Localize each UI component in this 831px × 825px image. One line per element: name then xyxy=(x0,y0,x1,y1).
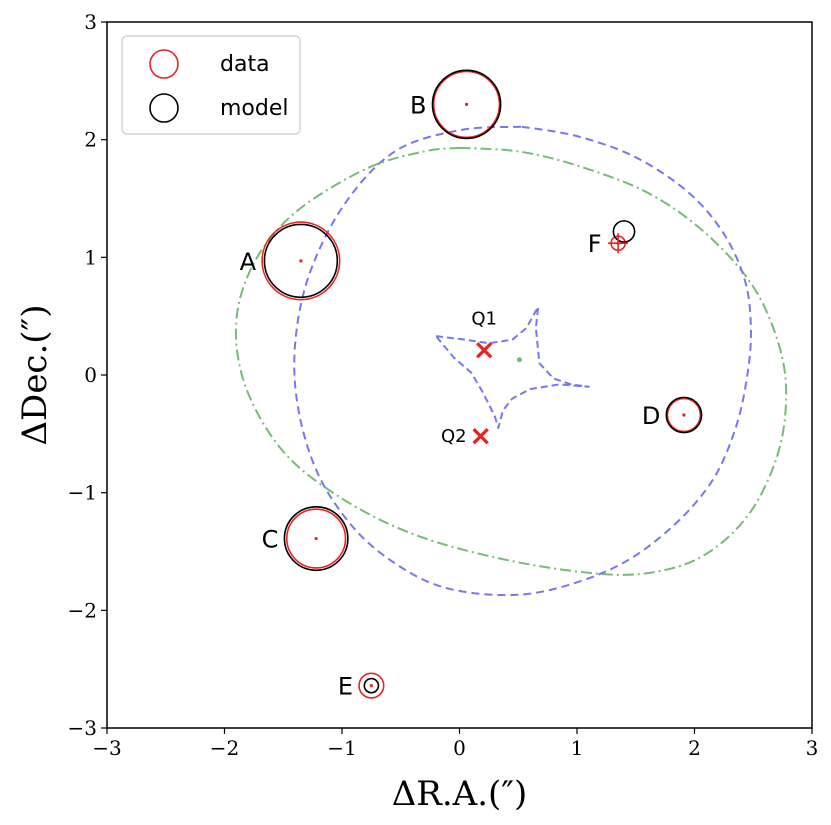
image-B-model-circle xyxy=(431,69,502,140)
image-A-data-circle xyxy=(261,221,341,301)
x-tick-label: −1 xyxy=(327,736,356,760)
image-D-model-circle xyxy=(665,396,703,434)
source-label-Q2: Q2 xyxy=(441,426,467,447)
legend-marker-model xyxy=(149,93,179,123)
image-C-data-circle xyxy=(285,508,347,569)
marks-layer: A B C D E F Q1 Q2 xyxy=(240,69,703,701)
source-Q1-marker-b xyxy=(476,342,493,359)
image-A-model-circle xyxy=(263,223,339,299)
y-tick-label: −2 xyxy=(68,598,97,622)
image-E-data-circle xyxy=(358,672,385,699)
y-tick-label: 2 xyxy=(84,128,97,152)
legend-box xyxy=(121,35,301,135)
legend: data model xyxy=(121,35,301,135)
image-B-data-circle xyxy=(432,70,501,139)
x-tick-label: 1 xyxy=(571,736,584,760)
labels-layer: −3 −2 −1 0 1 2 3 −3 −2 −1 0 1 2 3 ΔR.A.(″) ΔDec.(″) xyxy=(15,10,818,814)
y-tick-label: 3 xyxy=(84,10,97,34)
y-tick-label: 0 xyxy=(84,363,97,387)
curves-layer xyxy=(234,125,788,597)
image-label-B: B xyxy=(410,91,426,119)
image-label-A: A xyxy=(240,248,257,276)
y-tick-label: 1 xyxy=(84,245,97,269)
image-label-C: C xyxy=(262,526,279,554)
x-tick-label: 3 xyxy=(806,736,819,760)
image-label-E: E xyxy=(338,673,353,701)
image-label-F: F xyxy=(588,230,602,258)
image-D-center-dot xyxy=(682,413,686,417)
legend-label-data: data xyxy=(220,52,270,77)
x-axis-label: ΔR.A.(″) xyxy=(392,774,528,814)
y-tick-label: −3 xyxy=(68,716,97,740)
image-D-data-circle xyxy=(666,397,702,433)
image-B-center-dot xyxy=(464,102,469,106)
image-F-model-circle xyxy=(612,220,636,243)
x-tick-label: −2 xyxy=(210,736,239,760)
lens-center-point xyxy=(516,357,522,363)
source-Q2-marker-b xyxy=(472,428,489,445)
image-C-center-dot xyxy=(314,536,318,541)
image-E-center-dot xyxy=(369,684,373,688)
ticks-layer xyxy=(101,21,813,734)
x-tick-label: 2 xyxy=(688,736,701,760)
x-tick-label: −3 xyxy=(92,736,121,760)
critical-curve xyxy=(293,125,752,597)
y-axis-label: ΔDec.(″) xyxy=(15,304,55,445)
image-E-model-circle xyxy=(363,677,380,694)
x-tick-label: 0 xyxy=(453,736,466,760)
caustic-curve xyxy=(435,305,590,429)
outer-curve xyxy=(234,146,788,576)
source-label-Q1: Q1 xyxy=(471,308,497,329)
y-tick-label: −1 xyxy=(68,481,97,505)
legend-label-model: model xyxy=(220,96,289,121)
image-label-D: D xyxy=(642,402,660,430)
legend-marker-data xyxy=(149,49,179,79)
image-A-center-dot xyxy=(299,259,303,263)
image-C-model-circle xyxy=(283,506,349,572)
